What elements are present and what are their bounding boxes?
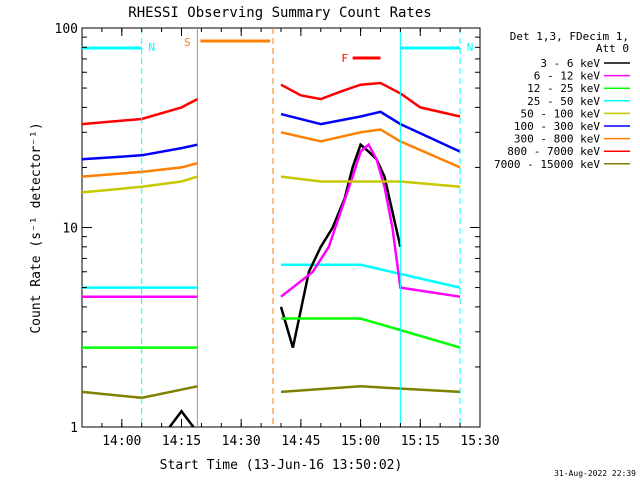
series-line: [280, 110, 461, 153]
x-axis-label: Start Time (13-Jun-16 13:50:02): [160, 458, 403, 473]
series-line: [168, 409, 195, 428]
y-tick-label: 10: [62, 222, 78, 237]
series-line: [280, 81, 461, 118]
series-50-100kev: [81, 175, 461, 194]
series-7000-15000kev: [81, 385, 461, 400]
plot-frame: [81, 27, 481, 428]
series-line: [280, 128, 461, 169]
legend-header-line-2: Att 0: [596, 42, 629, 55]
legend-label: 50 - 100 keV: [521, 107, 601, 120]
series-line: [81, 385, 198, 400]
series-line: [279, 142, 402, 348]
band-label: N: [467, 41, 474, 54]
legend-label: 3 - 6 keV: [540, 57, 600, 70]
x-tick-label: 14:30: [222, 434, 261, 449]
series-300-800kev: [81, 128, 461, 178]
series-100-300kev: [81, 110, 461, 161]
legend-label: 100 - 300 keV: [514, 120, 600, 133]
band-label: N: [148, 41, 155, 54]
series-line: [281, 317, 461, 349]
y-axis-label: Count Rate (s⁻¹ detector⁻¹): [29, 122, 44, 333]
legend-label: 6 - 12 keV: [534, 70, 601, 83]
axes-box: [81, 27, 481, 428]
series-line: [81, 161, 198, 178]
legend-label: 25 - 50 keV: [527, 95, 600, 108]
legend-header-line-1: Det 1,3, FDecim 1,: [510, 30, 629, 43]
legend-label: 12 - 25 keV: [527, 82, 600, 95]
series-line: [281, 263, 461, 289]
series-line: [81, 97, 198, 126]
series-layer: [81, 81, 461, 428]
series-12-25kev: [82, 317, 461, 349]
legend-label: 7000 - 15000 keV: [494, 158, 600, 171]
series-line: [280, 142, 461, 298]
series-line: [280, 385, 461, 394]
x-tick-label: 14:15: [162, 434, 201, 449]
legend-label: 300 - 800 keV: [514, 133, 600, 146]
x-tick-label: 14:45: [281, 434, 320, 449]
y-tick-label: 1: [70, 421, 78, 436]
x-tick-label: 15:30: [460, 434, 499, 449]
ticks-layer: 14:00 14:15 14:30 14:45 15:00 15:15 15:30 1 10 10…: [55, 22, 500, 449]
chart-title: RHESSI Observing Summary Count Rates: [128, 5, 431, 21]
x-tick-label: 14:00: [102, 434, 141, 449]
series-6-12kev: [82, 142, 461, 298]
series-3-6kev: [168, 142, 402, 428]
series-line: [81, 175, 198, 194]
series-line: [81, 143, 198, 161]
x-tick-label: 15:15: [401, 434, 440, 449]
gap-label: S: [184, 36, 191, 49]
footer-date-stamp: 31-Aug-2022 22:39: [554, 469, 636, 478]
x-tick-label: 15:00: [341, 434, 380, 449]
legend-label: 800 - 7000 keV: [507, 145, 600, 158]
series-800-7000kev: [81, 81, 461, 126]
series-line: [280, 175, 461, 189]
series-25-50kev: [82, 263, 461, 289]
bands-layer: N NF: [82, 28, 473, 427]
y-tick-label: 100: [55, 22, 78, 37]
flare-label: F: [341, 52, 348, 65]
gaps-layer: S: [184, 28, 274, 427]
